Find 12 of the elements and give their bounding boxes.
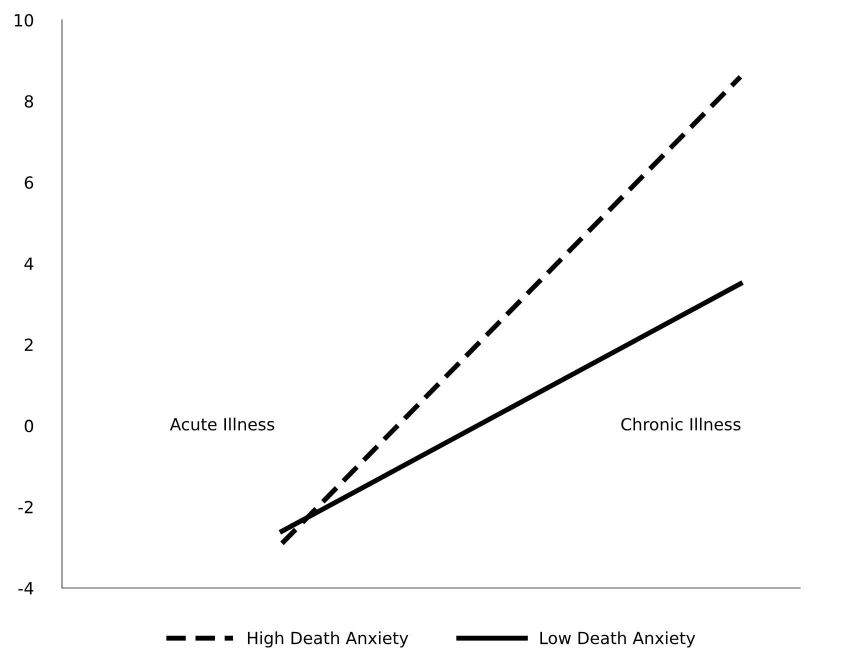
- y-tick-label: 2: [24, 338, 33, 351]
- y-tick-label: -4: [18, 582, 34, 594]
- y-tick-label: 4: [24, 258, 34, 270]
- legend-label: Low Death Anxiety: [540, 631, 696, 648]
- legend-label: High Death Anxiety: [248, 631, 408, 648]
- y-tick-label: -2: [18, 500, 33, 514]
- x-tick-label: Chronic Illness: [621, 418, 740, 431]
- y-tick-label: 6: [24, 176, 34, 189]
- y-tick-label: 8: [24, 95, 34, 108]
- x-tick-label: Acute Illness: [170, 418, 274, 431]
- y-tick-label: 0: [24, 420, 34, 432]
- y-tick-label: 10: [14, 14, 34, 27]
